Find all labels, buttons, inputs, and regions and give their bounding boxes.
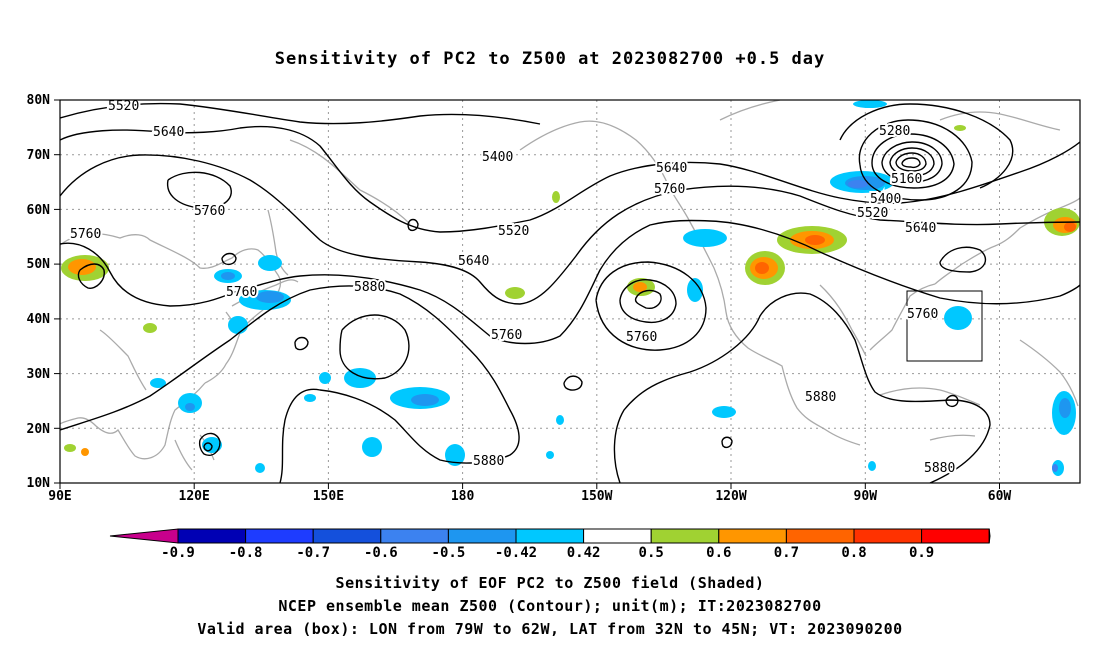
- colorbar-label: -0.8: [229, 545, 263, 561]
- colorbar-swatch: [785, 528, 855, 544]
- colorbar-swatch: [380, 528, 449, 544]
- contour-label: 5880: [805, 390, 836, 405]
- colorbar-label: -0.7: [296, 545, 330, 561]
- colorbar-left-arrow: [109, 528, 179, 544]
- sensitivity-shading: [61, 100, 1080, 476]
- colorbar-right-arrow: [988, 528, 991, 544]
- contour-label: 5760: [194, 204, 225, 219]
- z500-contours: [60, 102, 1080, 483]
- lat-label: 10N: [27, 476, 51, 491]
- lon-label: 180: [451, 489, 475, 504]
- caption-line-3: Valid area (box): LON from 79W to 62W, L…: [197, 620, 903, 638]
- lon-label: 120E: [179, 489, 210, 504]
- colorbar-swatch: [921, 528, 990, 544]
- colorbar-swatch: [583, 528, 652, 544]
- colorbar-swatch: [853, 528, 923, 544]
- valid-area-box: [906, 290, 983, 362]
- contour-label: 5160: [891, 172, 922, 187]
- colorbar-swatch: [650, 528, 720, 544]
- lon-label: 90W: [854, 489, 878, 504]
- lat-label: 50N: [27, 257, 51, 272]
- colorbar-swatch: [447, 528, 517, 544]
- contour-label: 5640: [153, 125, 184, 140]
- colorbar-labels: -0.9 -0.8 -0.7 -0.6 -0.5 -0.42 0.42 0.5 …: [161, 545, 934, 561]
- contour-label: 5760: [654, 182, 685, 197]
- caption-line-1: Sensitivity of EOF PC2 to Z500 field (Sh…: [335, 574, 765, 592]
- colorbar-label: 0.8: [841, 545, 866, 561]
- contour-label: 5640: [458, 254, 489, 269]
- contour-labels: 5520 5640 5760 5760 5400 5520 5640 5760 …: [68, 97, 957, 478]
- colorbar: [109, 528, 991, 544]
- caption-line-2: NCEP ensemble mean Z500 (Contour); unit(…: [278, 597, 822, 615]
- colorbar-swatch: [177, 528, 247, 544]
- colorbar-label: -0.6: [364, 545, 398, 561]
- colorbar-swatch: [515, 528, 585, 544]
- lon-label: 60W: [988, 489, 1012, 504]
- contour-label: 5520: [498, 224, 529, 239]
- lat-label: 30N: [27, 367, 51, 382]
- contour-label: 5880: [924, 461, 955, 476]
- colorbar-label: 0.9: [909, 545, 934, 561]
- lon-label: 150W: [581, 489, 612, 504]
- contour-label: 5760: [907, 307, 938, 322]
- contour-label: 5760: [491, 328, 522, 343]
- lat-label: 20N: [27, 422, 51, 437]
- latitude-labels: 80N 70N 60N 50N 40N 30N 20N 10N: [27, 93, 51, 491]
- contour-label: 5400: [482, 150, 513, 165]
- lon-label: 150E: [313, 489, 344, 504]
- colorbar-swatch: [312, 528, 382, 544]
- contour-label: 5520: [108, 99, 139, 114]
- contour-label: 5880: [354, 280, 385, 295]
- lat-label: 60N: [27, 203, 51, 218]
- coastlines: [60, 100, 1080, 471]
- colorbar-label: 0.6: [706, 545, 731, 561]
- contour-label: 5760: [626, 330, 657, 345]
- lat-label: 40N: [27, 312, 51, 327]
- longitude-labels: 90E 120E 150E 180 150W 120W 90W 60W: [48, 489, 1011, 504]
- contour-label: 5880: [473, 454, 504, 469]
- contour-label: 5640: [905, 221, 936, 236]
- contour-label: 5640: [656, 161, 687, 176]
- colorbar-label: 0.7: [774, 545, 799, 561]
- colorbar-swatch: [718, 528, 787, 544]
- contour-label: 5760: [70, 227, 101, 242]
- contour-label: 5520: [857, 206, 888, 221]
- colorbar-label: 0.42: [567, 545, 601, 561]
- colorbar-swatch: [245, 528, 314, 544]
- axis-ticks: [54, 99, 1000, 489]
- colorbar-label: 0.5: [639, 545, 664, 561]
- lon-label: 90E: [48, 489, 71, 504]
- map-title: Sensitivity of PC2 to Z500 at 2023082700…: [274, 49, 826, 69]
- colorbar-label: -0.9: [161, 545, 195, 561]
- colorbar-label: -0.42: [495, 545, 537, 561]
- lat-label: 70N: [27, 148, 51, 163]
- contour-label: 5400: [870, 192, 901, 207]
- colorbar-label: -0.5: [432, 545, 466, 561]
- contour-label: 5280: [879, 124, 910, 139]
- lat-label: 80N: [27, 93, 51, 108]
- contour-label: 5760: [226, 285, 257, 300]
- lon-label: 120W: [715, 489, 746, 504]
- map-frame: [59, 99, 1081, 484]
